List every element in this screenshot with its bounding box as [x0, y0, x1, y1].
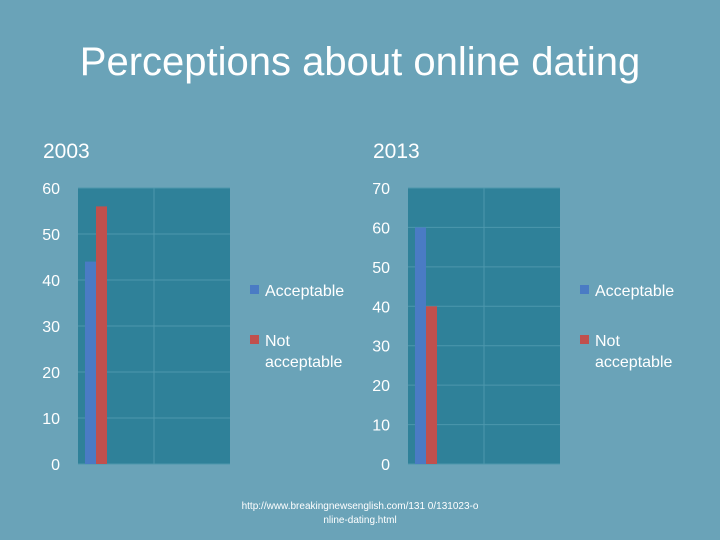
legend-label-not_acceptable: Not acceptable: [265, 333, 342, 371]
legend-label-acceptable: Acceptable: [265, 283, 344, 300]
y-tick-label: 70: [372, 181, 390, 198]
chart-2003: 0 10 20 30 40 50 60 Acceptable Not acceptable: [42, 181, 344, 474]
y-tick-label: 0: [51, 457, 60, 474]
y-tick-label: 20: [372, 378, 390, 395]
slide-title: Perceptions about online dating: [79, 40, 641, 84]
legend-swatch-acceptable: [250, 285, 259, 294]
y-tick-label: 40: [42, 273, 60, 290]
y-tick-label: 50: [372, 260, 390, 277]
bar-not_acceptable: [426, 306, 437, 464]
y-tick-label: 20: [42, 365, 60, 382]
chart-title-2003: 2003: [43, 140, 90, 163]
y-tick-label: 60: [372, 220, 390, 237]
legend-label-not_acceptable: Not acceptable: [595, 333, 672, 371]
bar-not_acceptable: [96, 206, 107, 464]
y-tick-label: 0: [381, 457, 390, 474]
chart-title-2013: 2013: [373, 140, 420, 163]
bar-acceptable: [85, 261, 96, 464]
chart-2013: 0 10 20 30 40 50 60 70 Acceptable Not acceptable: [372, 181, 674, 474]
y-tick-label: 40: [372, 299, 390, 316]
y-tick-label: 10: [42, 411, 60, 428]
bar-acceptable: [415, 227, 426, 464]
y-tick-label: 30: [372, 339, 390, 356]
y-tick-label: 50: [42, 227, 60, 244]
y-tick-label: 30: [42, 319, 60, 336]
legend-swatch-acceptable: [580, 285, 589, 294]
legend-label-acceptable: Acceptable: [595, 283, 674, 300]
y-tick-label: 10: [372, 418, 390, 435]
y-tick-label: 60: [42, 181, 60, 198]
legend-swatch-not_acceptable: [580, 335, 589, 344]
legend-swatch-not_acceptable: [250, 335, 259, 344]
source-link[interactable]: http://www.breakingnewsenglish.com/131 0…: [241, 501, 479, 526]
